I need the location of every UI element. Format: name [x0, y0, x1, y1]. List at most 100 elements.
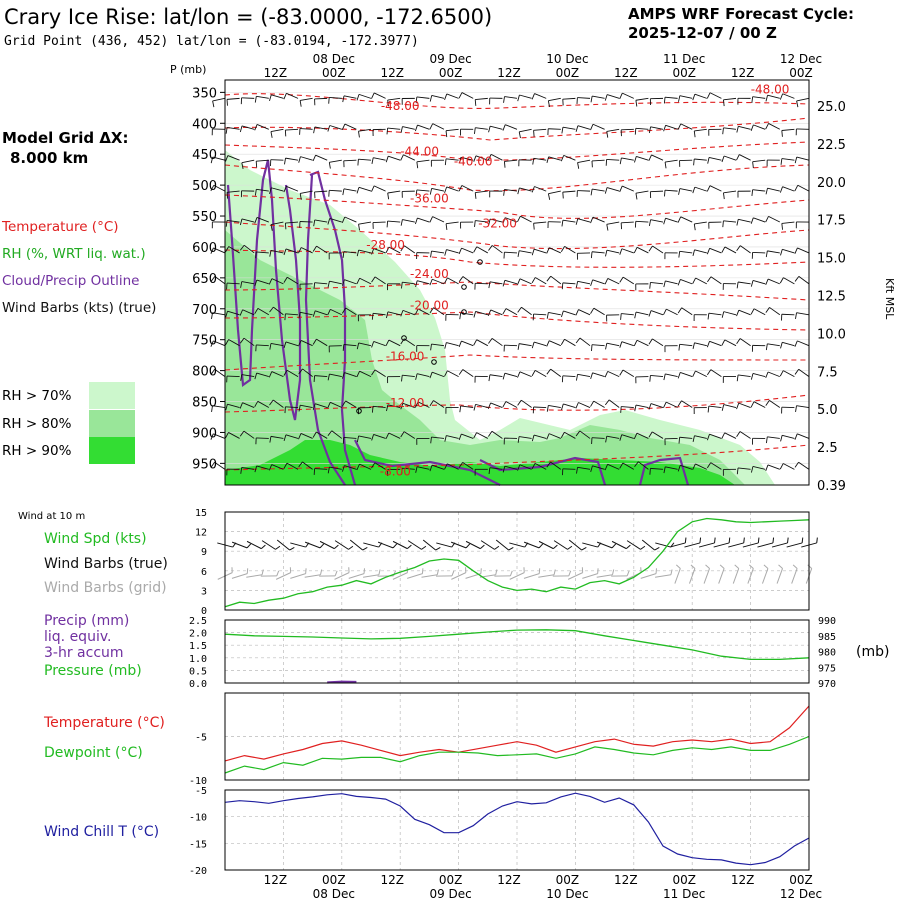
wind-barb	[751, 96, 766, 104]
wind-barb-flag	[590, 124, 594, 131]
wind-barb-grid	[596, 569, 615, 578]
wind-barb-staff	[489, 467, 503, 470]
wind-barb-staff	[768, 123, 781, 130]
wind-barb-flag	[706, 92, 711, 99]
wind-barb-staff	[782, 248, 795, 254]
wind-barb-true-flag	[406, 544, 412, 550]
wind-barb	[706, 369, 722, 377]
wind-barb-flag	[429, 95, 433, 102]
wind-barb-staff	[549, 247, 561, 254]
wind-barb-flag	[254, 124, 258, 131]
wind-barb-staff	[533, 434, 547, 439]
wind-barb-true-flag	[801, 537, 804, 543]
wind-barb-staff	[782, 341, 795, 347]
wind-barb	[634, 404, 649, 412]
wind-barb-flag	[575, 125, 579, 132]
wind-barb-flag	[284, 313, 286, 321]
wind-barb	[327, 280, 342, 288]
wind-barb-staff	[520, 215, 532, 223]
wind-barb	[677, 371, 693, 379]
wind-barb-flag	[794, 433, 798, 440]
wind-barb	[547, 128, 561, 136]
wind-barb	[269, 249, 284, 257]
wind-barb-flag	[794, 247, 798, 254]
wind-barb	[649, 467, 664, 475]
wind-barb-flag	[765, 343, 768, 351]
wind-barb	[241, 159, 255, 170]
wind-barb	[502, 217, 518, 224]
wind-barb-flag	[342, 95, 345, 103]
wind-barb-flag	[489, 191, 491, 198]
wind-barb-staff	[241, 467, 255, 470]
wind-barb-staff	[665, 466, 678, 470]
wind-barb-staff	[562, 126, 576, 130]
wind-barb-flag	[736, 245, 741, 252]
wind-barb	[721, 339, 737, 347]
wind-barb	[751, 344, 766, 352]
wind-barb-grid	[304, 569, 323, 578]
wind-barb-grid	[290, 568, 307, 579]
wind-barb	[342, 251, 357, 258]
wind-barb-flag	[210, 340, 214, 347]
wind-barb-flag	[269, 94, 272, 101]
wind-barb-staff	[270, 249, 284, 254]
wind-barb-staff	[621, 341, 634, 347]
wind-barb-true-flag	[567, 545, 573, 550]
wind-barb-flag	[312, 431, 317, 438]
wind-barb-flag	[590, 279, 594, 287]
wind-barb-staff	[664, 345, 678, 347]
wind-barb-staff	[213, 184, 226, 192]
wind-barb	[371, 92, 386, 99]
wind-barb	[298, 156, 313, 163]
wind-barb-true	[611, 540, 631, 550]
wind-barb-flag	[503, 252, 505, 259]
wind-barb	[356, 249, 372, 257]
wind-barb-staff	[329, 189, 342, 192]
wind-barb	[750, 308, 766, 316]
wind-barb	[750, 217, 766, 224]
wind-barb	[371, 462, 386, 470]
wind-barb-grid	[523, 568, 541, 579]
wind-barb	[211, 405, 226, 412]
wind-barb-flag	[416, 161, 419, 169]
wind-barb-staff	[431, 94, 445, 99]
wind-barb	[576, 97, 591, 104]
wind-barb	[619, 434, 634, 441]
wind-barb-true	[392, 540, 412, 550]
wind-barb-grid	[451, 567, 467, 580]
wind-barb	[604, 187, 620, 194]
wind-barb	[619, 462, 635, 470]
wind-barb	[487, 153, 503, 161]
wind-barb-staff	[650, 126, 664, 130]
wind-barb-flag	[532, 158, 535, 165]
wind-barb-staff	[694, 249, 707, 254]
wind-barb-staff	[314, 97, 328, 100]
wind-barb-flag	[341, 400, 346, 407]
wind-barb-staff	[723, 283, 737, 285]
wind-barb-flag	[620, 313, 622, 320]
wind-barb	[531, 341, 547, 349]
wind-barb	[678, 343, 693, 351]
wind-barb-true-staff	[334, 540, 349, 550]
wind-barb	[444, 158, 459, 166]
wind-barb-staff	[519, 187, 532, 192]
wind-barb-flag	[328, 346, 330, 353]
wind-barb	[328, 189, 342, 197]
wind-barb-staff	[665, 217, 678, 223]
wind-barb-true-flag	[538, 543, 544, 549]
wind-barb-flag	[401, 191, 403, 198]
wind-barb-staff	[475, 468, 488, 470]
wind-barb-flag	[693, 314, 695, 322]
wind-barb-true-flag	[275, 545, 281, 550]
wind-barb	[385, 246, 401, 254]
wind-barb-staff	[228, 339, 240, 347]
wind-barb-flag	[706, 341, 710, 348]
wind-barb-staff	[767, 436, 780, 439]
wind-barb	[210, 368, 226, 377]
wind-barb-true	[422, 539, 441, 551]
kft-tick-label: 7.5	[817, 365, 838, 380]
wind-barb	[255, 251, 269, 259]
wind-barb-flag	[765, 123, 769, 130]
wind-barb	[781, 128, 795, 137]
wind-barb	[269, 342, 284, 350]
